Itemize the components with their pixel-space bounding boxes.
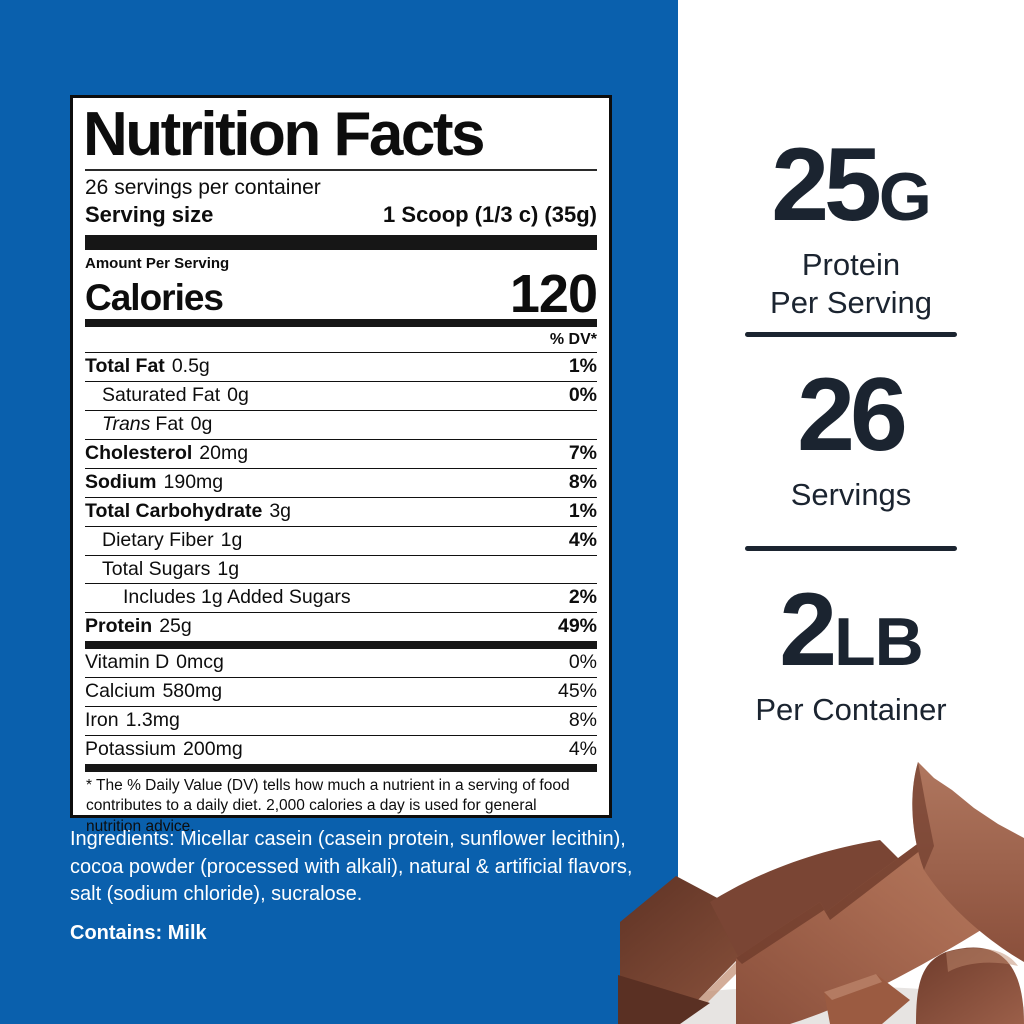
panel-divider — [745, 546, 957, 551]
calories-row: Calories 120 — [85, 264, 598, 324]
nutrient-row-dietary-fiber: Dietary Fiber 1g 4% — [85, 525, 597, 555]
callout-weight-value: 2 LB — [779, 572, 923, 688]
nutrient-name: Cholesterol 20mg — [85, 441, 249, 464]
nutrient-name: Includes 1g Added Sugars — [123, 586, 351, 609]
nutrient-row-protein: Protein 25g 49% — [85, 612, 597, 641]
nutrient-dv: 7% — [568, 441, 597, 464]
nutrient-name: Calcium 580mg — [85, 680, 223, 703]
ingredients-section: Ingredients: Micellar casein (casein pro… — [70, 826, 648, 945]
daily-value-header: % DV* — [549, 331, 597, 349]
calories-label: Calories — [85, 277, 224, 319]
thick-bar — [85, 763, 597, 772]
serving-size-value: 1 Scoop (1/3 c) (35g) — [383, 202, 597, 227]
nutrient-dv: 49% — [557, 615, 597, 638]
servings-per-container: 26 servings per container — [85, 176, 321, 199]
nutrient-name: Total Sugars 1g — [102, 557, 240, 580]
nutrient-name: Protein 25g — [85, 615, 192, 638]
allergen-statement: Contains: Milk — [70, 921, 207, 944]
chocolate-curls-image — [618, 762, 1024, 1024]
nutrient-name: Iron 1.3mg — [85, 708, 180, 731]
serving-size-row: Serving size 1 Scoop (1/3 c) (35g) — [85, 202, 597, 228]
daily-value-footnote: * The % Daily Value (DV) tells how much … — [86, 776, 570, 835]
callout-servings: 26 Servings — [678, 363, 1024, 514]
nutrient-dv: 2% — [568, 586, 597, 609]
nutrient-dv: 1% — [568, 355, 597, 378]
nutrient-dv: 4% — [568, 737, 597, 760]
serving-size-label: Serving size — [85, 202, 214, 227]
nutrient-dv: 45% — [557, 680, 597, 703]
nutrient-name: Total Carbohydrate 3g — [85, 499, 292, 522]
nutrient-name: Sodium 190mg — [85, 470, 224, 493]
nutrient-row-total-fat: Total Fat 0.5g 1% — [85, 352, 597, 381]
nutrient-row-saturated-fat: Saturated Fat 0g 0% — [85, 381, 597, 410]
nutrient-dv: 8% — [568, 470, 597, 493]
nutrient-dv: 8% — [568, 708, 597, 731]
nutrient-name: Vitamin D 0mcg — [85, 651, 224, 674]
micro-row-potassium: Potassium 200mg 4% — [85, 734, 597, 764]
callout-protein-label: Protein Per Serving — [770, 247, 932, 320]
calories-value: 120 — [509, 264, 598, 324]
nutrient-name: Trans Fat 0g — [102, 413, 213, 436]
amount-per-serving: Amount Per Serving — [85, 255, 230, 272]
nutrient-dv: 4% — [568, 528, 597, 551]
callout-servings-value: 26 — [797, 357, 908, 473]
nutrient-row-total-carbohydrate: Total Carbohydrate 3g 1% — [85, 496, 597, 526]
callout-weight: 2 LB Per Container — [678, 578, 1024, 729]
nutrient-name: Potassium 200mg — [85, 737, 243, 760]
ingredients-text: Ingredients: Micellar casein (casein pro… — [70, 828, 633, 905]
nutrient-name: Saturated Fat 0g — [102, 384, 249, 407]
micro-row-iron: Iron 1.3mg 8% — [85, 705, 597, 735]
nutrient-dv: 0% — [568, 651, 597, 674]
callout-protein: 25 G Protein Per Serving — [678, 133, 1024, 322]
nutrient-row-trans-fat: Trans Fat 0g — [85, 410, 597, 439]
nutrient-name: Total Fat 0.5g — [85, 355, 210, 378]
nutrient-row-sodium: Sodium 190mg 8% — [85, 467, 597, 497]
callout-protein-value: 25 G — [771, 127, 932, 243]
nutrient-row-added-sugars: Includes 1g Added Sugars 2% — [85, 583, 597, 612]
nutrient-row-cholesterol: Cholesterol 20mg 7% — [85, 438, 597, 468]
panel-divider — [745, 332, 957, 337]
micro-row-calcium: Calcium 580mg 45% — [85, 677, 597, 706]
nutrient-row-total-sugars: Total Sugars 1g — [85, 554, 597, 584]
nutrient-name: Dietary Fiber 1g — [102, 528, 243, 551]
nutrient-dv: 0% — [568, 384, 597, 407]
nutrition-facts-label: Nutrition Facts 26 servings per containe… — [70, 95, 612, 835]
callout-servings-label: Servings — [790, 477, 912, 512]
nutrition-facts-title: Nutrition Facts — [83, 100, 485, 169]
thick-bar — [85, 319, 597, 328]
thick-bar — [85, 235, 597, 250]
thick-bar — [85, 641, 597, 650]
nutrient-dv: 1% — [568, 499, 597, 522]
title-rule — [85, 169, 597, 171]
micro-row-vitamin-d: Vitamin D 0mcg 0% — [85, 649, 597, 677]
callout-weight-label: Per Container — [755, 692, 947, 727]
